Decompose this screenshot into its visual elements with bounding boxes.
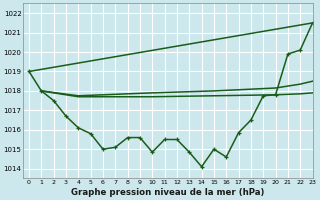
X-axis label: Graphe pression niveau de la mer (hPa): Graphe pression niveau de la mer (hPa) bbox=[71, 188, 264, 197]
